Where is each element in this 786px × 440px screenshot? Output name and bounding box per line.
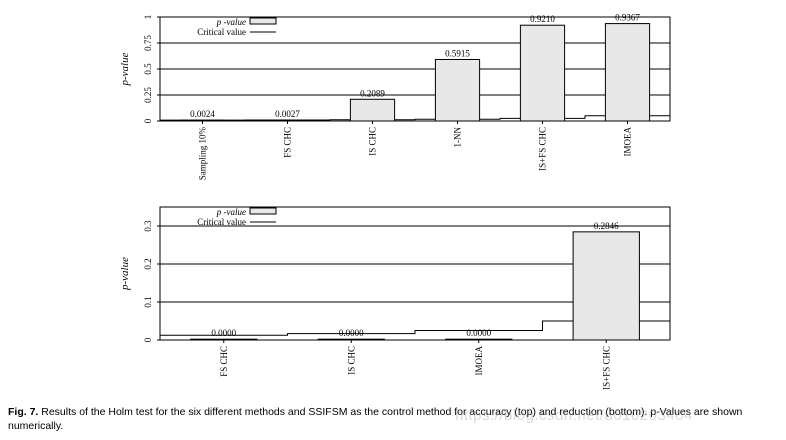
bar-value-label: 0.0000 [339,328,364,338]
y-tick-label: 0.2 [143,258,153,269]
y-tick-label: 0.3 [143,220,153,232]
bar [445,338,513,341]
x-tick-label: IS CHC [368,127,378,156]
legend-pvalue-label: p -value [216,207,246,217]
bar [264,119,311,122]
legend-pvalue-label: p -value [216,17,246,27]
bar-value-label: 0.5915 [445,48,470,58]
caption-text: Results of the Holm test for the six dif… [8,406,743,432]
bar-value-label: 0.0000 [466,328,491,338]
critical-value-line [160,320,670,336]
legend-critical-label: Critical value [197,217,246,227]
bar-value-label: 0.2846 [594,221,619,231]
bar-value-label: 0.0000 [211,328,236,338]
chart-accuracy: 0 0.25 0.5 0.75 1 p-value 0.0024 Sampling 10% 0.… [119,13,671,180]
x-tick-label: IS+FS CHC [538,127,548,171]
legend-pvalue-swatch [249,207,277,215]
figure-caption: Fig. 7. Results of the Holm test for the… [8,405,780,433]
y-tick-label: 0.25 [143,87,153,103]
y-tick-label: 0.5 [143,63,153,75]
bar [519,24,566,122]
plot-frame [159,16,671,122]
bar [434,58,481,122]
bar-value-label: 0.9367 [615,13,640,23]
bar [190,338,258,341]
y-tick-label: 0 [143,118,153,123]
bar [179,119,226,122]
y-axis-label: p-value [119,52,131,86]
bar [604,23,651,122]
bar [317,338,385,341]
x-tick-label: IS CHC [346,346,356,375]
bar [572,231,640,341]
y-tick-label: 0.75 [143,35,153,51]
bar-value-label: 0.0024 [190,109,215,119]
x-tick-label: FS CHC [283,127,293,158]
y-tick-label: 0 [143,337,153,342]
bar [349,98,396,122]
x-tick-label: IMOEA [474,346,484,376]
x-tick-label: IMOEA [623,127,633,157]
bar-value-label: 0.9210 [530,14,555,24]
x-tick-label: Sampling 10% [198,126,208,180]
plot-frame [159,206,671,341]
legend-pvalue-swatch [249,17,277,25]
watermark: https://blog.csdn.net/u010203404 [455,407,693,424]
bar-value-label: 0.0027 [275,109,300,119]
y-axis-label: p-value [119,257,131,291]
legend-critical-label: Critical value [197,27,246,37]
x-tick-label: IS+FS CHC [601,346,611,390]
y-tick-label: 0.1 [143,296,153,307]
x-tick-label: FS CHC [219,346,229,377]
critical-value-line [160,115,670,121]
chart-reduction: 0 0.1 0.2 0.3 p-value 0.0000 FS CHC 0.0000 IS CH… [119,206,671,390]
y-tick-label: 1 [143,15,153,20]
bar-value-label: 0.2089 [360,88,385,98]
x-tick-label: 1-NN [453,127,463,148]
caption-label: Fig. 7. [8,406,39,418]
